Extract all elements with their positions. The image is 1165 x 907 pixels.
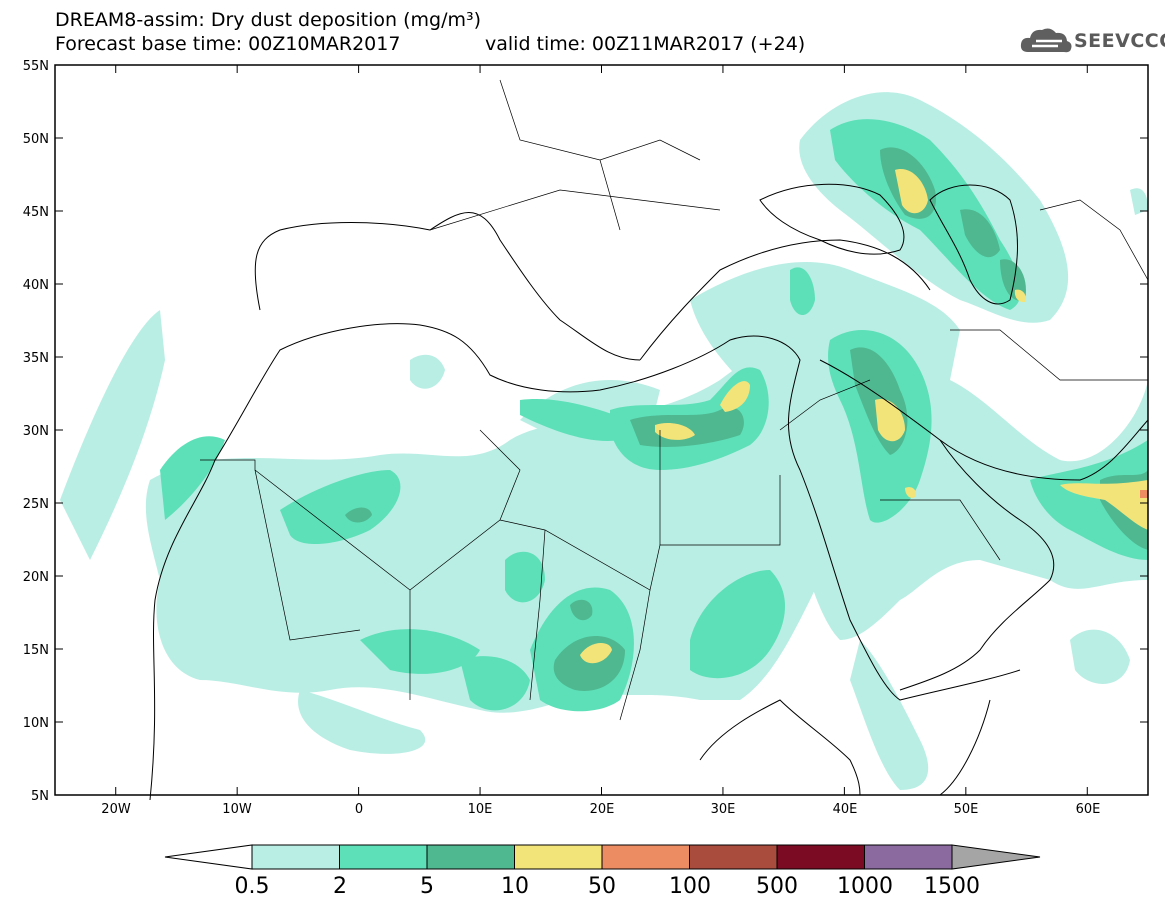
colorbar-box [864, 844, 953, 870]
lat-label: 15N [23, 643, 49, 658]
lat-label: 10N [23, 716, 49, 731]
lat-label: 5N [31, 789, 49, 804]
colorbar-high-arrow [951, 844, 1041, 870]
colorbar-label: 500 [756, 874, 798, 899]
colorbar: 0.5 2 5 10 50 100 500 1000 1500 [164, 844, 1041, 899]
lat-label: 50N [23, 132, 49, 147]
colorbar-label: 1500 [924, 874, 980, 899]
colorbar-label: 0.5 [235, 874, 270, 899]
colorbar-box [426, 844, 515, 870]
forecast-times: Forecast base time: 00Z10MAR2017 valid ti… [55, 33, 805, 55]
colorbar-box [339, 844, 428, 870]
colorbar-low-arrow [164, 844, 253, 870]
lon-label: 20E [590, 802, 615, 817]
colorbar-box [689, 844, 778, 870]
deposition-50-100 [1140, 490, 1148, 498]
colorbar-box [514, 844, 603, 870]
lat-label: 25N [23, 497, 49, 512]
lon-label: 10W [222, 802, 252, 817]
lon-label: 50E [954, 802, 979, 817]
valid-time: valid time: 00Z11MAR2017 (+24) [485, 33, 806, 55]
lon-label: 0 [355, 802, 363, 817]
lat-label: 45N [23, 205, 49, 220]
lat-label: 30N [23, 424, 49, 439]
logo-text: SEEVCCC [1074, 30, 1165, 52]
coastlines [149, 183, 1149, 801]
lon-label: 20W [101, 802, 131, 817]
colorbar-box [601, 844, 690, 870]
map-title: DREAM8-assim: Dry dust deposition (mg/m³… [55, 9, 482, 31]
colorbar-box [776, 844, 865, 870]
lat-label: 20N [23, 570, 49, 585]
cloud-logo-icon [1020, 28, 1072, 53]
lat-label: 40N [23, 278, 49, 293]
colorbar-label: 50 [588, 874, 616, 899]
forecast-base-time: Forecast base time: 00Z10MAR2017 [55, 33, 401, 55]
colorbar-label: 10 [501, 874, 529, 899]
lon-label: 40E [833, 802, 858, 817]
dust-shading [60, 92, 1148, 790]
colorbar-label: 100 [669, 874, 711, 899]
longitude-labels: 20W 10W 0 10E 20E 30E 40E 50E 60E [101, 802, 1100, 817]
colorbar-label: 5 [420, 874, 434, 899]
colorbar-box [251, 844, 340, 870]
latitude-labels: 55N 50N 45N 40N 35N 30N 25N 20N 15N 10N … [23, 59, 49, 804]
colorbar-label: 1000 [837, 874, 893, 899]
lat-label: 35N [23, 351, 49, 366]
lat-label: 55N [23, 59, 49, 74]
country-borders [200, 79, 1149, 721]
seevccc-logo: SEEVCCC [1018, 24, 1165, 60]
deposition-10-50 [580, 169, 1148, 664]
lon-label: 10E [468, 802, 493, 817]
axis-ticks [55, 65, 1148, 795]
colorbar-label: 2 [333, 874, 347, 899]
lon-label: 30E [711, 802, 736, 817]
lon-label: 60E [1076, 802, 1101, 817]
